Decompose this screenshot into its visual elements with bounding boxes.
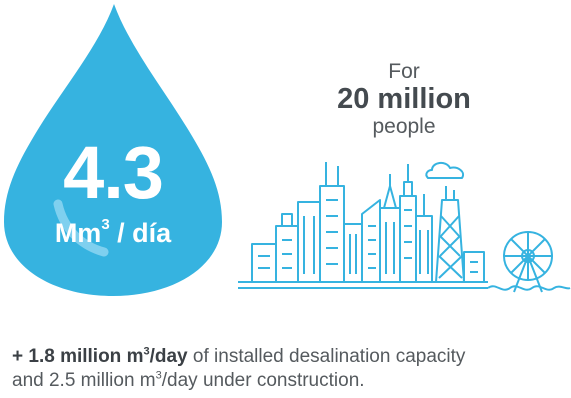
footnote-highlight: + 1.8 million m3/day (12, 345, 188, 367)
water-drop-icon (4, 4, 222, 296)
population-block: For 20 million people (320, 60, 488, 139)
footnote-line-1: + 1.8 million m3/day of installed desali… (12, 345, 466, 367)
population-number: 20 million (337, 83, 471, 115)
capacity-unit: Mm3 / día (54, 216, 172, 248)
capacity-value: 4.3 (63, 131, 164, 214)
population-prefix: For (388, 60, 420, 83)
footnote: + 1.8 million m3/day of installed desali… (12, 345, 571, 393)
city-skyline-icon (238, 162, 571, 293)
population-suffix: people (372, 115, 436, 138)
footnote-line-2: and 2.5 million m3/day under constructio… (12, 369, 365, 391)
